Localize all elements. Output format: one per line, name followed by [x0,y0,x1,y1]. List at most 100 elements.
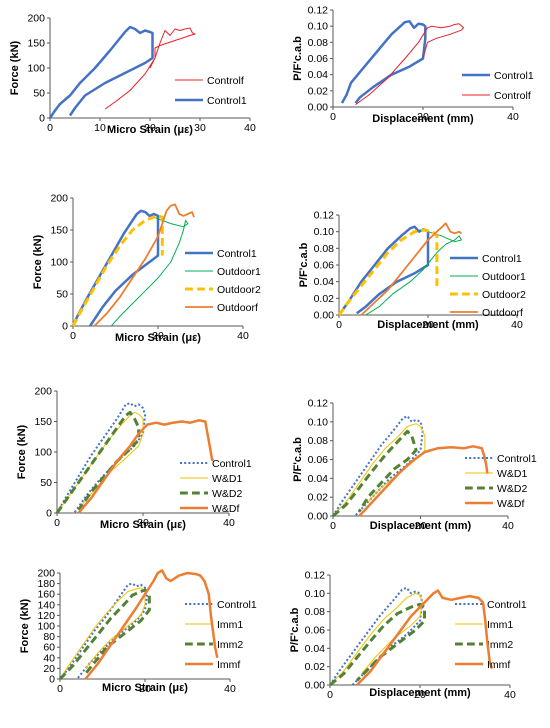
series-line-outdoor1 [365,229,462,316]
x-tick-label: 40 [244,122,256,134]
x-axis-title: Displacement (mm) [370,520,472,532]
legend-label: Control1 [494,70,534,82]
y-tick-label: 0.12 [308,398,329,410]
x-tick-label: 40 [507,111,519,123]
x-tick-label: 0 [47,122,53,134]
y-tick-label: 0.00 [314,310,335,322]
series-line-controlf [355,23,464,106]
chart-c6: 0.00 0.02 0.04 0.06 0.08 0.10 0.12 0 20 40 Displac… [292,398,537,533]
legend-label: Outdoor1 [217,266,261,278]
y-tick-label: 200 [27,13,45,25]
x-tick-label: 20 [417,111,429,123]
series-line-control1 [59,582,149,680]
y-tick-label: 0.02 [305,661,326,673]
y-tick-label: 0.10 [305,588,326,600]
legend-label: W&D1 [497,468,527,480]
y-tick-label: 0.12 [305,570,326,582]
series-line-outdoorf [360,222,462,316]
x-tick-label: 40 [224,683,236,695]
y-tick-label: 200 [50,193,68,205]
series-line-outdoor2 [337,228,439,316]
legend-label: W&D1 [212,473,242,485]
y-axis-title: Force (kN) [19,598,31,653]
y-tick-label: 0.04 [314,276,335,288]
y-tick-label: 100 [34,447,52,459]
y-axis-title: Force (kN) [9,40,21,95]
y-tick-label: 50 [33,88,45,100]
y-tick-label: 0.00 [305,680,326,692]
series-line-w-df [77,419,214,514]
legend-label: Controlf [494,90,531,102]
y-tick-label: 0.04 [308,69,329,81]
x-axis-title: Displacement (mm) [369,687,471,699]
legend-label: Imm2 [217,639,243,651]
y-tick-label: 0 [49,674,55,686]
legend-label: Control1 [212,458,252,470]
series-line-control1 [56,402,147,514]
y-tick-label: 150 [50,225,68,237]
x-axis-title: Micro Strain (με) [102,682,188,694]
y-axis-title: Force (kN) [32,234,44,289]
y-tick-label: 0.04 [305,643,326,655]
legend-label: W&Df [212,503,239,515]
x-tick-label: 0 [54,517,60,529]
x-tick-label: 40 [223,517,235,529]
x-axis-title: Displacement (mm) [372,113,474,125]
x-tick-label: 0 [330,111,336,123]
y-tick-label: 0.02 [308,85,329,97]
y-tick-label: 140 [37,599,55,611]
y-tick-label: 0.04 [308,473,329,485]
x-tick-label: 30 [194,122,206,134]
x-tick-label: 0 [330,520,336,532]
series-line-control1 [71,209,160,327]
series-line-control1 [332,415,424,517]
x-tick-label: 40 [502,520,514,532]
series-line-outdoor1 [110,216,189,327]
y-tick-label: 200 [37,568,55,580]
y-tick-label: 0.06 [308,454,329,466]
y-tick-label: 0.00 [308,511,329,523]
y-tick-label: 50 [40,477,52,489]
y-tick-label: 20 [43,663,55,675]
y-tick-label: 40 [43,652,55,664]
y-tick-label: 0.06 [314,260,335,272]
legend-label: Immf [217,659,240,671]
y-tick-label: 0 [62,321,68,333]
y-axis-title: P/F'c.a.b [292,36,304,81]
y-tick-label: 150 [27,38,45,50]
y-tick-label: 0.10 [308,416,329,428]
x-tick-label: 0 [327,689,333,701]
legend-label: Outdoor1 [482,271,526,283]
y-axis-title: P/F'c.a.b [289,607,301,652]
y-tick-label: 0 [46,508,52,520]
y-tick-label: 0.06 [305,625,326,637]
y-axis-title: P/F'c.a.b [292,437,304,482]
x-tick-label: 0 [336,319,342,331]
chart-c5: 0 50 100 150 200 0 20 40 Micro Strain (με) Force … [16,386,252,532]
y-tick-label: 80 [43,631,55,643]
y-axis-title: P/F'c.a.b [298,242,310,287]
y-tick-label: 100 [37,621,55,633]
y-tick-label: 60 [43,642,55,654]
x-tick-label: 20 [415,520,427,532]
legend-label: Control1 [207,95,247,107]
x-tick-label: 20 [152,330,164,342]
x-axis-title: Micro Strain (με) [115,332,201,344]
legend-label: Outdoor2 [217,284,261,296]
x-tick-label: 20 [144,122,156,134]
y-tick-label: 50 [56,289,68,301]
x-tick-label: 20 [422,319,434,331]
x-axis-title: Displacement (mm) [377,319,479,331]
x-tick-label: 20 [137,517,149,529]
legend-label: Outdoorf [217,302,258,314]
chart-c8: 0.00 0.02 0.04 0.06 0.08 0.10 0.12 0 20 40 Displac… [289,570,527,702]
y-tick-label: 0.02 [314,293,335,305]
y-tick-label: 0.00 [308,102,329,114]
y-tick-label: 0.12 [314,210,335,222]
x-tick-label: 40 [511,319,523,331]
x-tick-label: 20 [414,689,426,701]
series-line-outdoorf [93,203,195,327]
